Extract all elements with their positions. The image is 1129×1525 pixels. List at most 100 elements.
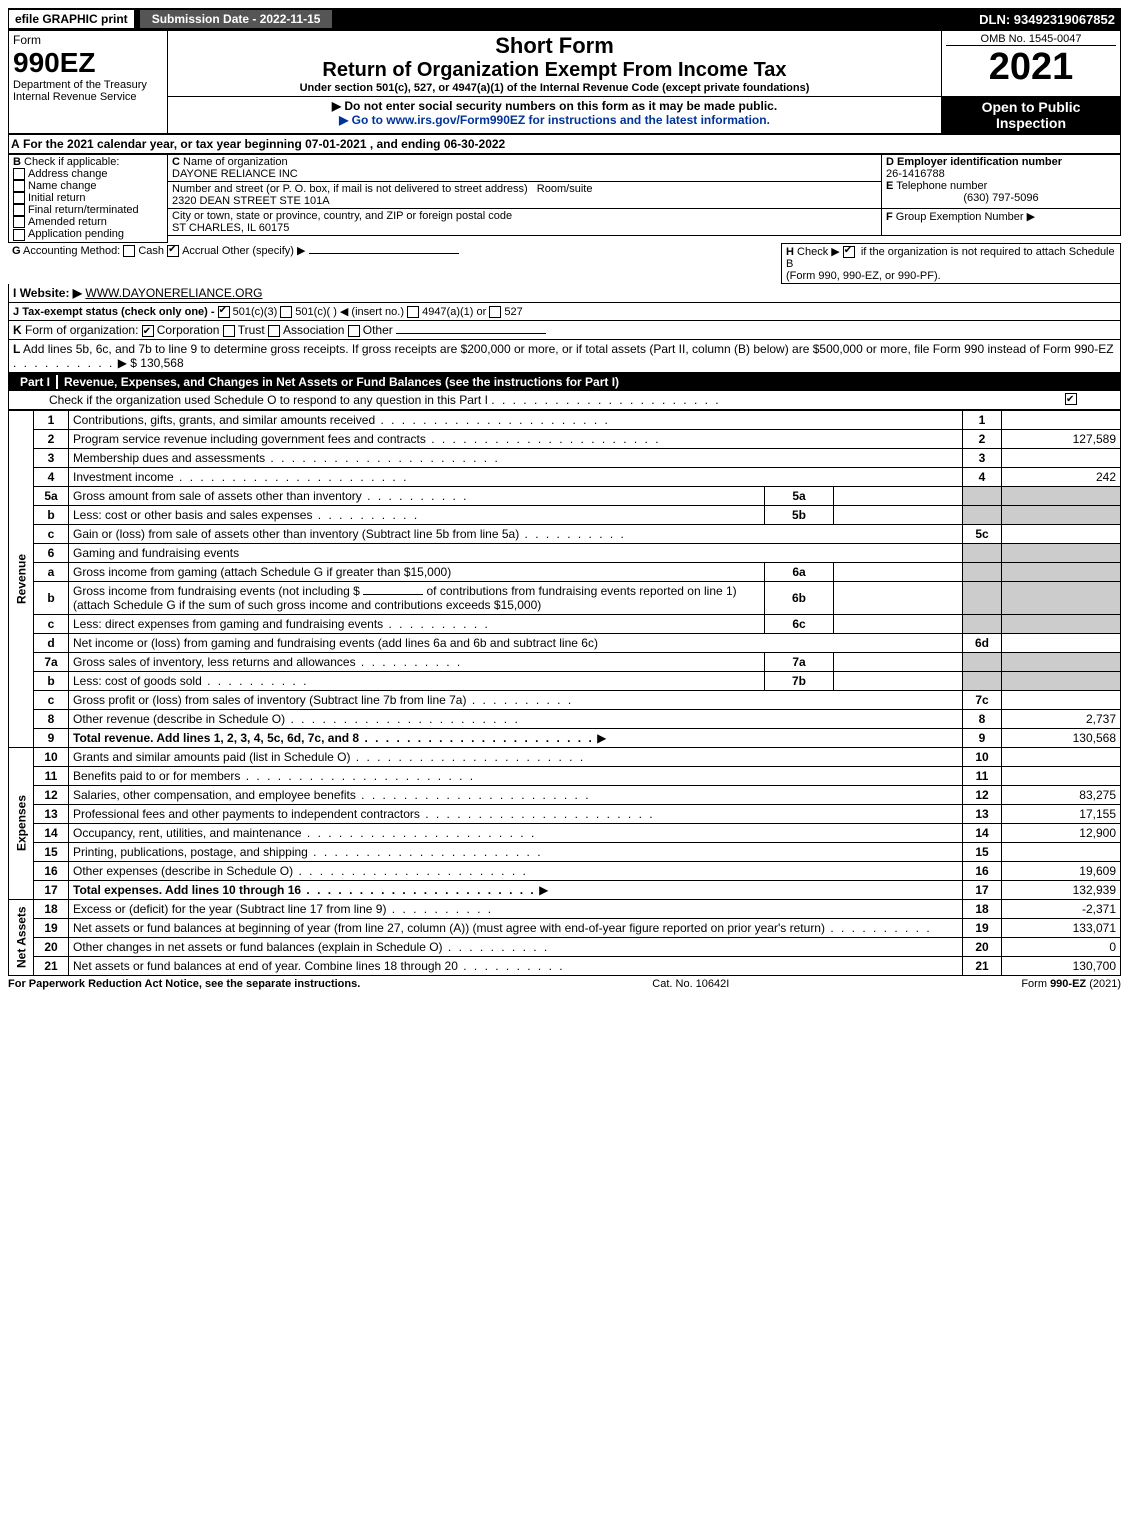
line-17-text: Total expenses. Add lines 10 through 16	[73, 883, 536, 897]
checkbox-address-change[interactable]	[13, 168, 25, 180]
line-21-text: Net assets or fund balances at end of ye…	[73, 959, 565, 973]
line-7b-mid: 7b	[765, 671, 834, 690]
line-12-text: Salaries, other compensation, and employ…	[73, 788, 591, 802]
efile-print-label[interactable]: efile GRAPHIC print	[8, 9, 135, 29]
checkbox-501c3[interactable]	[218, 306, 230, 318]
website-value[interactable]: WWW.DAYONERELIANCE.ORG	[85, 286, 262, 300]
goto-link[interactable]: ▶ Go to www.irs.gov/Form990EZ for instru…	[172, 113, 937, 127]
line-16-text: Other expenses (describe in Schedule O)	[73, 864, 528, 878]
line-6b-input[interactable]	[363, 594, 423, 595]
website-label: Website: ▶	[20, 286, 82, 300]
section-l-amount: 130,568	[140, 356, 183, 370]
line-1-refnum: 1	[963, 410, 1002, 429]
checkbox-final-return[interactable]	[13, 204, 25, 216]
line-7b-midamt	[834, 671, 963, 690]
dept-treasury: Department of the Treasury	[13, 79, 163, 91]
checkbox-corporation[interactable]	[142, 325, 154, 337]
section-d-label: D	[886, 156, 894, 168]
line-6c-text: Less: direct expenses from gaming and fu…	[73, 617, 490, 631]
page-footer: For Paperwork Reduction Act Notice, see …	[8, 976, 1121, 990]
checkbox-527[interactable]	[489, 306, 501, 318]
line-3-amt	[1002, 448, 1121, 467]
line-7a-midamt	[834, 652, 963, 671]
section-f-label: F	[886, 211, 893, 223]
line-6c-mid: 6c	[765, 614, 834, 633]
other-specify-input[interactable]	[309, 253, 459, 254]
part1-header: Part I Revenue, Expenses, and Changes in…	[8, 373, 1121, 391]
line-13-text: Professional fees and other payments to …	[73, 807, 655, 821]
line-20-amt: 0	[1002, 937, 1121, 956]
section-a-text: For the 2021 calendar year, or tax year …	[23, 137, 505, 151]
checkbox-name-change[interactable]	[13, 180, 25, 192]
checkbox-other-org[interactable]	[348, 325, 360, 337]
opt-association: Association	[283, 323, 344, 337]
section-e-label: E	[886, 180, 893, 192]
checkbox-association[interactable]	[268, 325, 280, 337]
line-20-refnum: 20	[963, 937, 1002, 956]
line-18-amt: -2,371	[1002, 899, 1121, 918]
line-5a-midamt	[834, 486, 963, 505]
opt-accrual: Accrual	[182, 245, 219, 257]
group-exemption-label: Group Exemption Number	[896, 211, 1024, 223]
line-8-refnum: 8	[963, 709, 1002, 728]
dln-label: DLN: 93492319067852	[979, 12, 1121, 27]
irs-label: Internal Revenue Service	[13, 91, 163, 103]
line-6a-text: Gross income from gaming (attach Schedul…	[69, 562, 765, 581]
line-11-refnum: 11	[963, 766, 1002, 785]
submission-date-label: Submission Date - 2022-11-15	[139, 9, 334, 29]
line-5c-amt	[1002, 524, 1121, 543]
other-org-input[interactable]	[396, 333, 546, 334]
line-9-amt: 130,568	[1002, 728, 1121, 747]
footer-right-form: 990-EZ	[1050, 978, 1086, 990]
checkbox-part1-scho[interactable]	[1065, 393, 1077, 405]
line-5b-mid: 5b	[765, 505, 834, 524]
room-label: Room/suite	[537, 183, 593, 195]
opt-address-change: Address change	[28, 168, 108, 180]
checkbox-accrual[interactable]	[167, 245, 179, 257]
section-g-label: G	[12, 245, 21, 257]
line-2-refnum: 2	[963, 429, 1002, 448]
form-of-org-label: Form of organization:	[25, 323, 138, 337]
opt-other-org: Other	[363, 323, 393, 337]
line-10-amt	[1002, 747, 1121, 766]
checkbox-cash[interactable]	[123, 245, 135, 257]
line-9-num: 9	[34, 728, 69, 747]
line-18-text: Excess or (deficit) for the year (Subtra…	[73, 902, 493, 916]
checkbox-h[interactable]	[843, 246, 855, 258]
city-value: ST CHARLES, IL 60175	[172, 222, 289, 234]
ein-label: Employer identification number	[897, 156, 1062, 168]
line-20-text: Other changes in net assets or fund bala…	[73, 940, 549, 954]
line-18-num: 18	[34, 899, 69, 918]
line-9-text: Total revenue. Add lines 1, 2, 3, 4, 5c,…	[73, 731, 594, 745]
part1-label: Part I	[14, 375, 58, 389]
line-21-amt: 130,700	[1002, 956, 1121, 975]
line-7a-text: Gross sales of inventory, less returns a…	[73, 655, 462, 669]
line-6b-mid: 6b	[765, 581, 834, 614]
opt-initial-return: Initial return	[28, 192, 85, 204]
part1-check-line: Check if the organization used Schedule …	[49, 393, 488, 407]
opt-amended-return: Amended return	[28, 216, 107, 228]
under-section: Under section 501(c), 527, or 4947(a)(1)…	[172, 82, 937, 94]
checkbox-initial-return[interactable]	[13, 192, 25, 204]
line-19-amt: 133,071	[1002, 918, 1121, 937]
footer-mid: Cat. No. 10642I	[652, 978, 729, 990]
line-6a-num: a	[34, 562, 69, 581]
line-13-refnum: 13	[963, 804, 1002, 823]
open-to-public: Open to Public Inspection	[942, 97, 1121, 134]
checkbox-application-pending[interactable]	[13, 229, 25, 241]
opt-501c: 501(c)( ) ◀ (insert no.)	[295, 306, 404, 318]
checkbox-501c[interactable]	[280, 306, 292, 318]
line-7b-text: Less: cost of goods sold	[73, 674, 308, 688]
opt-application-pending: Application pending	[28, 228, 124, 240]
form-word: Form	[13, 33, 163, 47]
group-exemption-arrow: ▶	[1027, 211, 1035, 223]
line-16-num: 16	[34, 861, 69, 880]
checkbox-4947[interactable]	[407, 306, 419, 318]
line-10-refnum: 10	[963, 747, 1002, 766]
checkbox-trust[interactable]	[223, 325, 235, 337]
phone-label: Telephone number	[896, 180, 987, 192]
line-5c-num: c	[34, 524, 69, 543]
line-12-amt: 83,275	[1002, 785, 1121, 804]
checkbox-amended-return[interactable]	[13, 216, 25, 228]
form-header: Form 990EZ Department of the Treasury In…	[8, 30, 1121, 134]
